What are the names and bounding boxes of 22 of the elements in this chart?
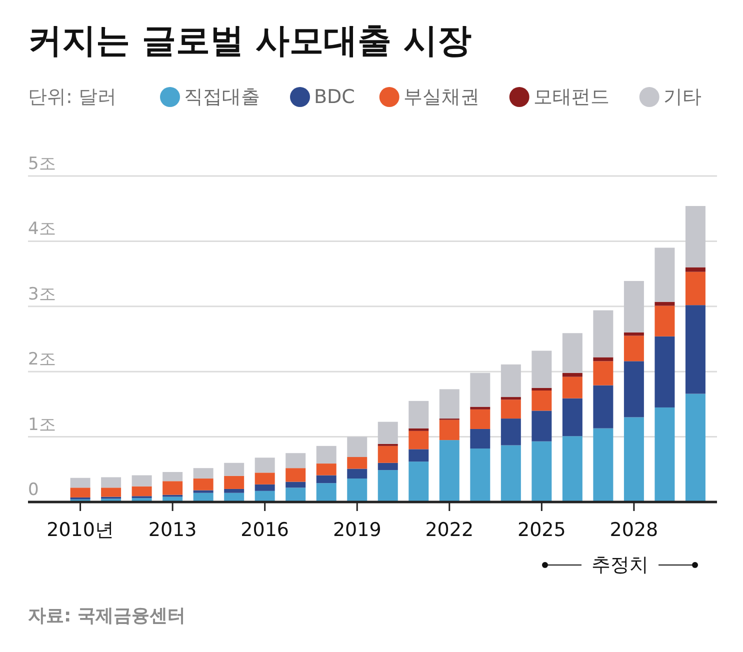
chart-title: 커지는 글로벌 사모대출 시장	[28, 21, 472, 61]
y-tick-label: 0	[28, 480, 39, 500]
x-tick-label: 2013	[148, 519, 197, 541]
y-tick-label: 5조	[28, 154, 56, 174]
legend-label: 모태펀드	[533, 86, 610, 108]
x-tick-label: 2025	[517, 519, 566, 541]
y-axis-title: 단위: 달러	[28, 86, 116, 108]
text: 추정치	[592, 554, 648, 576]
legend-label: 기타	[663, 86, 702, 108]
text: 자료: 국제금융센터	[28, 606, 186, 626]
y-tick-label: 3조	[28, 284, 56, 304]
x-tick-label: 2028	[610, 519, 658, 541]
y-tick-label: 2조	[28, 350, 56, 370]
legend-label: BDC	[314, 86, 355, 108]
x-tick-label: 2016	[240, 519, 290, 541]
x-tick-label: 2010년	[46, 519, 114, 541]
legend-label: 부실채권	[403, 86, 480, 108]
legend-label: 직접대출	[184, 86, 260, 108]
x-tick-label: 2019	[332, 519, 382, 541]
y-tick-label: 1조	[28, 414, 56, 435]
x-tick-label: 2022	[425, 519, 474, 541]
y-tick-label: 4조	[28, 219, 56, 240]
